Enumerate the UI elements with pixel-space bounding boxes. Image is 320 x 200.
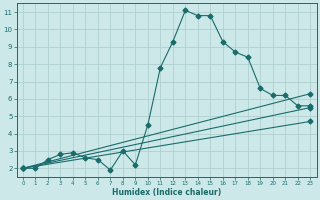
X-axis label: Humidex (Indice chaleur): Humidex (Indice chaleur) [112, 188, 221, 197]
